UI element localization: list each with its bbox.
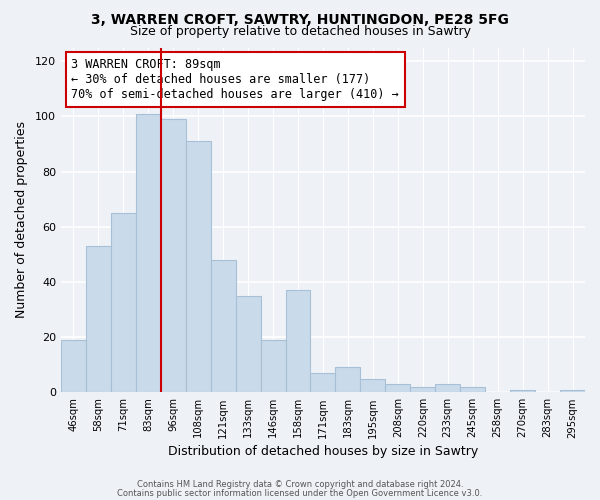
Text: 3, WARREN CROFT, SAWTRY, HUNTINGDON, PE28 5FG: 3, WARREN CROFT, SAWTRY, HUNTINGDON, PE2… [91, 12, 509, 26]
Bar [510, 390, 535, 392]
Bar [410, 387, 435, 392]
Bar [361, 378, 385, 392]
Bar [286, 290, 310, 392]
Bar [460, 387, 485, 392]
Bar [61, 340, 86, 392]
Bar [111, 213, 136, 392]
Text: Size of property relative to detached houses in Sawtry: Size of property relative to detached ho… [130, 25, 470, 38]
Bar [186, 142, 211, 392]
Y-axis label: Number of detached properties: Number of detached properties [15, 122, 28, 318]
Bar [236, 296, 260, 392]
Text: Contains HM Land Registry data © Crown copyright and database right 2024.: Contains HM Land Registry data © Crown c… [137, 480, 463, 489]
Bar [161, 119, 186, 392]
Text: 3 WARREN CROFT: 89sqm
← 30% of detached houses are smaller (177)
70% of semi-det: 3 WARREN CROFT: 89sqm ← 30% of detached … [71, 58, 399, 101]
Bar [136, 114, 161, 392]
Text: Contains public sector information licensed under the Open Government Licence v3: Contains public sector information licen… [118, 488, 482, 498]
Bar [335, 368, 361, 392]
Bar [211, 260, 236, 392]
X-axis label: Distribution of detached houses by size in Sawtry: Distribution of detached houses by size … [168, 444, 478, 458]
Bar [560, 390, 585, 392]
Bar [86, 246, 111, 392]
Bar [310, 373, 335, 392]
Bar [385, 384, 410, 392]
Bar [435, 384, 460, 392]
Bar [260, 340, 286, 392]
